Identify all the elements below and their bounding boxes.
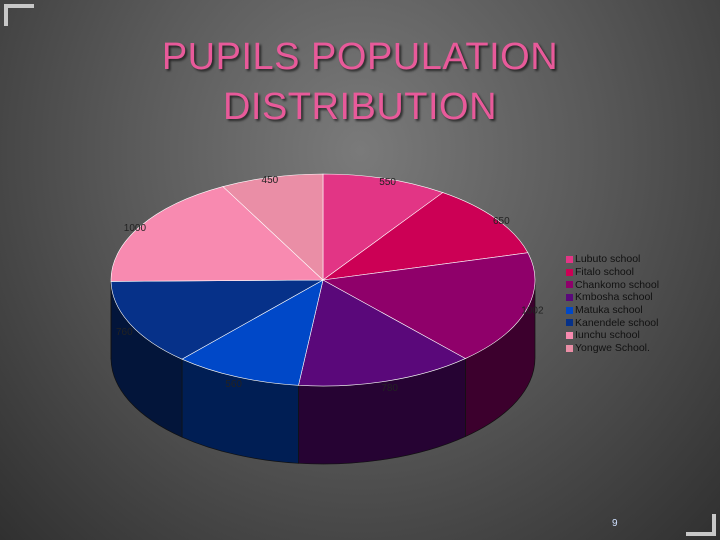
page-number: 9 xyxy=(612,518,618,529)
corner-bracket-bottom-right xyxy=(686,514,716,536)
legend-label: Matuka school xyxy=(575,304,643,317)
data-label-2: 650 xyxy=(493,216,510,227)
legend-swatch xyxy=(566,293,573,301)
pie-slice-3 xyxy=(322,252,536,359)
legend-swatch xyxy=(566,319,573,327)
legend-label: Lubuto school xyxy=(575,253,641,266)
legend-swatch xyxy=(566,281,573,289)
legend-label: Kmbosha school xyxy=(575,291,653,304)
data-label-3: 1002 xyxy=(521,305,544,316)
pie-slice-4 xyxy=(298,279,467,387)
legend-swatch xyxy=(566,306,573,314)
legend-swatch xyxy=(566,255,573,263)
legend-item-1: Lubuto school xyxy=(566,253,659,266)
pie-slice-6 xyxy=(110,279,324,360)
pie-slice-7 xyxy=(110,186,324,282)
corner-bracket-top-left xyxy=(4,4,34,26)
pie-slice-5 xyxy=(181,279,324,386)
data-label-7: 1000 xyxy=(124,223,147,234)
data-label-4: 780 xyxy=(381,383,398,394)
pie-slice-2 xyxy=(322,192,529,281)
legend-item-8: Yongwe School. xyxy=(566,342,659,355)
legend-label: Iunchu school xyxy=(575,329,640,342)
data-label-1: 550 xyxy=(379,177,396,188)
legend-label: Chankomo school xyxy=(575,278,660,291)
legend-item-6: Kanendele school xyxy=(566,316,659,329)
legend-swatch xyxy=(566,344,573,352)
legend-swatch xyxy=(566,331,573,339)
data-label-5: 560 xyxy=(225,379,242,390)
legend-label: Yongwe School. xyxy=(575,342,650,355)
pie-slice-8 xyxy=(222,173,324,281)
data-label-8: 450 xyxy=(262,175,279,186)
legend-item-2: Fitalo school xyxy=(566,266,659,279)
legend-item-7: Iunchu school xyxy=(566,329,659,342)
legend-swatch xyxy=(566,268,573,276)
pie-slice-1 xyxy=(322,173,444,281)
legend-item-4: Kmbosha school xyxy=(566,291,659,304)
legend-item-3: Chankomo school xyxy=(566,278,659,291)
data-label-6: 760 xyxy=(116,327,133,338)
slide-title: PUPILS POPULATION DISTRIBUTION xyxy=(161,36,559,128)
legend-label: Kanendele school xyxy=(575,316,659,329)
legend-item-5: Matuka school xyxy=(566,304,659,317)
legend-label: Fitalo school xyxy=(575,266,634,279)
chart-legend: Lubuto school Fitalo school Chankomo schoo… xyxy=(566,253,659,355)
